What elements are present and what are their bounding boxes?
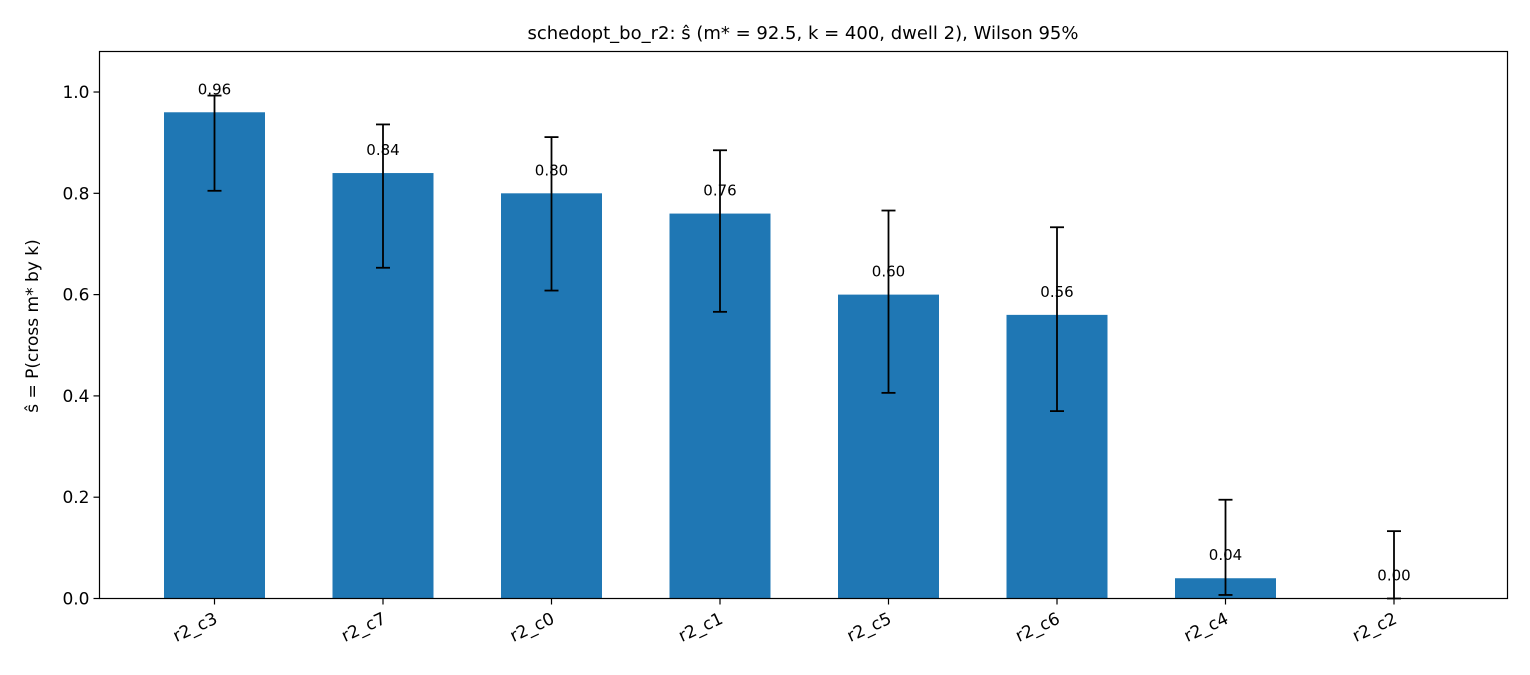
x-tick-label: r2_c0 bbox=[507, 609, 558, 647]
value-label-r2_c1: 0.76 bbox=[703, 182, 736, 200]
y-tick-label: 0.0 bbox=[62, 590, 89, 610]
y-tick-label: 0.2 bbox=[62, 488, 89, 508]
x-tick-label: r2_c5 bbox=[844, 609, 895, 647]
value-labels-layer: 0.96 0.84 0.80 0.76 0.60 0.56 0.04 0.00 bbox=[198, 80, 1411, 584]
x-axis: r2_c3 r2_c7 r2_c0 r2_c1 r2_c5 r2_c6 r2_c4 r2_c2 bbox=[170, 598, 1401, 647]
value-label-r2_c2: 0.00 bbox=[1377, 567, 1410, 585]
y-tick-label: 0.6 bbox=[62, 286, 89, 306]
value-label-r2_c0: 0.80 bbox=[535, 161, 568, 179]
plot-area-frame bbox=[98, 50, 1509, 600]
value-label-r2_c5: 0.60 bbox=[872, 263, 905, 281]
y-tick-label: 1.0 bbox=[62, 83, 89, 103]
y-axis-label: ŝ = P(cross m* by k) bbox=[23, 239, 43, 412]
bar-r2_c3 bbox=[164, 112, 265, 599]
x-tick-label: r2_c1 bbox=[676, 609, 727, 647]
chart-title: schedopt_bo_r2: ŝ (m* = 92.5, k = 400, d… bbox=[527, 23, 1078, 44]
y-axis: 0.0 0.2 0.4 0.6 0.8 1.0 bbox=[62, 83, 100, 610]
x-tick-label: r2_c2 bbox=[1350, 609, 1401, 647]
x-tick-label: r2_c4 bbox=[1181, 609, 1232, 647]
value-label-r2_c4: 0.04 bbox=[1209, 546, 1242, 564]
x-tick-label: r2_c6 bbox=[1013, 609, 1064, 647]
value-label-r2_c7: 0.84 bbox=[366, 141, 399, 159]
x-tick-label: r2_c3 bbox=[170, 609, 221, 647]
value-label-r2_c3: 0.96 bbox=[198, 80, 231, 98]
error-bars-layer bbox=[207, 94, 1401, 600]
x-tick-label: r2_c7 bbox=[339, 609, 390, 647]
value-label-r2_c6: 0.56 bbox=[1040, 283, 1073, 301]
y-tick-label: 0.8 bbox=[62, 184, 89, 204]
y-tick-label: 0.4 bbox=[62, 387, 89, 407]
